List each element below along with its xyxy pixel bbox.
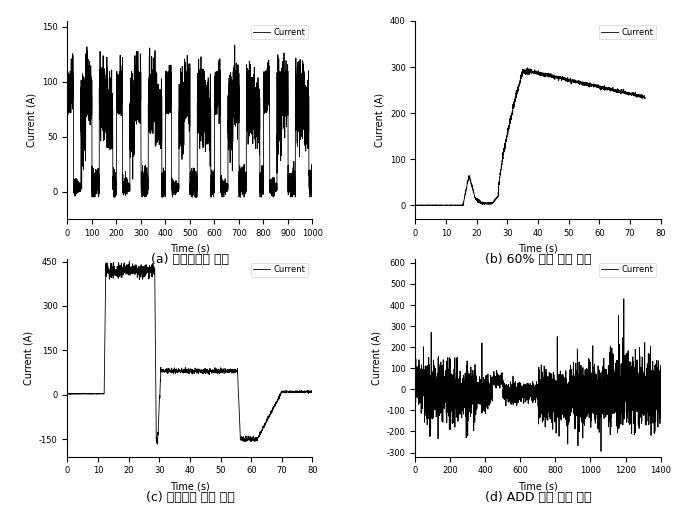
Text: (c) 최대가속 주행 패턴: (c) 최대가속 주행 패턴: [146, 491, 235, 504]
Y-axis label: Current (A): Current (A): [26, 93, 36, 147]
X-axis label: Time (s): Time (s): [518, 244, 558, 254]
Legend: Current: Current: [599, 25, 656, 39]
Text: (b) 60% 등판 주행 패턴: (b) 60% 등판 주행 패턴: [485, 253, 591, 266]
X-axis label: Time (s): Time (s): [170, 244, 210, 254]
Y-axis label: Current (A): Current (A): [24, 331, 34, 385]
Text: (a) 저소음주행 패턴: (a) 저소음주행 패턴: [151, 253, 229, 266]
Y-axis label: Current (A): Current (A): [374, 93, 384, 147]
Text: (d) ADD 연비 주행 패턴: (d) ADD 연비 주행 패턴: [485, 491, 591, 504]
Legend: Current: Current: [251, 25, 308, 39]
Legend: Current: Current: [599, 263, 656, 277]
Legend: Current: Current: [251, 263, 308, 277]
X-axis label: Time (s): Time (s): [518, 481, 558, 491]
Y-axis label: Current (A): Current (A): [371, 331, 381, 385]
X-axis label: Time (s): Time (s): [170, 481, 210, 491]
